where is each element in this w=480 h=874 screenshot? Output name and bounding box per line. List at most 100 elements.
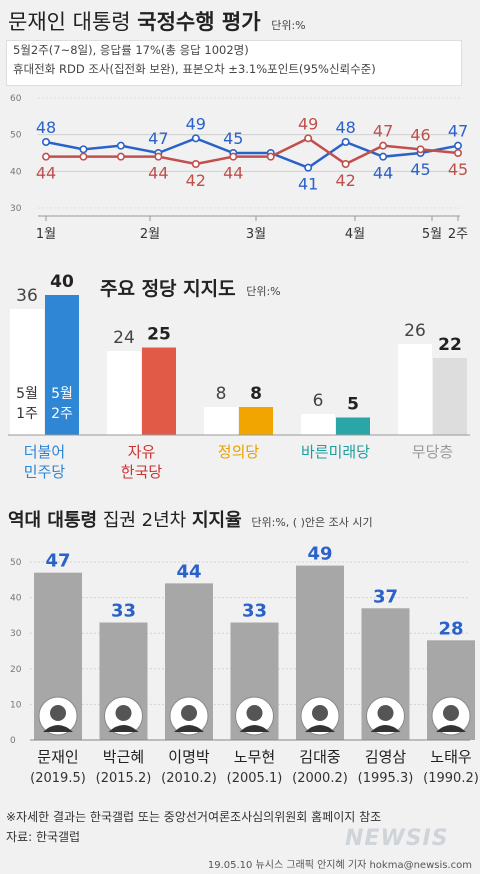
data-label: 49 — [298, 114, 318, 133]
president-name: 노무현 — [234, 748, 275, 766]
bar-value-label: 47 — [45, 551, 70, 572]
data-label: 44 — [373, 164, 393, 183]
data-label: 42 — [186, 171, 206, 190]
bar-week1 — [301, 414, 335, 435]
series-line — [45, 136, 459, 170]
x-tick-label: 2주 — [448, 227, 468, 242]
series-point — [41, 152, 50, 161]
bar-week1 — [10, 309, 44, 435]
portrait-head — [246, 705, 263, 721]
series-point — [453, 141, 462, 150]
series-point — [191, 134, 200, 143]
series-point — [154, 152, 163, 161]
y-tick-label: 10 — [10, 700, 22, 710]
portrait-shoulders — [108, 725, 139, 732]
bar-week2 — [239, 407, 273, 435]
series-point — [304, 134, 313, 143]
series-point — [416, 145, 425, 154]
x-tick-label: 1월 — [36, 227, 56, 242]
x-tick-label: 2월 — [140, 227, 160, 242]
bar-value-label: 49 — [307, 544, 332, 565]
data-label: 45 — [223, 129, 243, 148]
survey-info-box: 5월2주(7~8일), 응답률 17%(총 응답 1002명) 휴대전화 RDD… — [6, 40, 462, 86]
portrait-shoulders — [305, 725, 335, 732]
approval-line-chart: 60 50 40 30 1월 2월 3월 4월 5월 2주 48 47 49 45 41 48 44 45 47 44… — [10, 94, 468, 242]
legend-week1-line2: 1주 — [16, 406, 38, 422]
series-point — [229, 152, 238, 161]
category-label: 바른미래당 — [301, 443, 370, 461]
survey-date: (2019.5) — [30, 771, 86, 786]
bar-week2 — [45, 295, 79, 435]
party-chart-title: 주요 정당 지지도 단위:% — [100, 274, 281, 301]
category-label: 더불어 — [24, 443, 65, 461]
series-point — [41, 137, 50, 146]
title-unit: 단위:% — [271, 19, 306, 32]
x-tick-label: 3월 — [246, 227, 266, 242]
president-name: 김영삼 — [365, 748, 407, 766]
survey-info-line-2: 휴대전화 RDD 조사(집전화 보완), 표본오차 ±3.1%포인트(95%신뢰… — [13, 62, 376, 76]
data-label: 44 — [148, 164, 168, 183]
page-title: 문재인 대통령 국정수행 평가 단위:% — [8, 6, 306, 36]
president-bar-chart: 50 40 30 20 10 0 47 문재인 (2019.5) 33 박근혜 (2015.2) 44 이… — [10, 544, 479, 786]
bar-week2 — [142, 347, 176, 435]
bar-value-week1: 36 — [16, 286, 38, 306]
portrait-shoulders — [174, 725, 204, 732]
president-name: 김대중 — [299, 748, 340, 766]
bar-week1 — [204, 407, 238, 435]
bar-value-week2: 40 — [50, 272, 74, 292]
y-tick-label: 0 — [10, 736, 16, 746]
bar-week2 — [433, 358, 467, 435]
data-label: 48 — [36, 118, 56, 137]
y-tick-label: 40 — [10, 594, 22, 604]
series-line — [46, 136, 459, 166]
portrait-head — [312, 705, 328, 721]
y-tick-label: 60 — [10, 94, 22, 104]
president-name: 노태우 — [430, 748, 472, 766]
credit-line: 19.05.10 뉴시스 그래픽 안지혜 기자 hokma@newsis.com — [207, 860, 472, 871]
bar-value-week1: 24 — [113, 328, 135, 348]
data-label: 48 — [335, 118, 355, 137]
series-point — [304, 163, 313, 172]
y-tick-label: 30 — [10, 204, 22, 214]
bar-value-label: 33 — [242, 601, 267, 622]
portrait-shoulders — [436, 725, 466, 732]
bar-week1 — [107, 351, 141, 435]
portrait-head — [443, 705, 459, 721]
data-label: 47 — [148, 129, 168, 148]
portrait-head — [377, 705, 394, 721]
president-name: 이명박 — [168, 748, 210, 766]
y-tick-label: 40 — [10, 167, 22, 177]
portrait-shoulders — [239, 725, 270, 732]
data-label: 46 — [410, 125, 430, 144]
party-chart-title-text: 주요 정당 지지도 — [100, 278, 236, 300]
series-point — [379, 152, 388, 161]
bar-value-label: 33 — [111, 601, 136, 622]
president-name: 문재인 — [37, 748, 78, 766]
president-chart-unit: 단위:%, ( )안은 조사 시기 — [251, 516, 373, 529]
data-label: 44 — [36, 164, 56, 183]
series-point — [379, 141, 388, 150]
bar-value-week2: 8 — [250, 384, 262, 404]
category-label: 민주당 — [24, 463, 66, 481]
data-label: 45 — [448, 160, 468, 179]
survey-date: (2000.2) — [292, 771, 348, 786]
bar-value-label: 28 — [438, 618, 463, 639]
survey-date: (1990.2) — [423, 771, 479, 786]
portrait-head — [115, 705, 132, 721]
title-part-a: 문재인 대통령 — [8, 10, 131, 34]
portrait-head — [181, 705, 197, 721]
bar-value-week1: 26 — [404, 321, 426, 341]
portrait-shoulders — [43, 725, 73, 732]
data-label: 47 — [373, 122, 393, 141]
data-label: 47 — [448, 122, 468, 141]
survey-date: (2010.2) — [161, 771, 217, 786]
bar-value-label: 37 — [373, 586, 398, 607]
data-label: 49 — [186, 114, 206, 133]
legend-week1-line1: 5월 — [16, 386, 38, 402]
x-tick-label: 4월 — [345, 227, 365, 242]
bar-value-week2: 5 — [347, 395, 359, 415]
party-chart-unit: 단위:% — [246, 285, 281, 298]
series-point — [79, 145, 88, 154]
